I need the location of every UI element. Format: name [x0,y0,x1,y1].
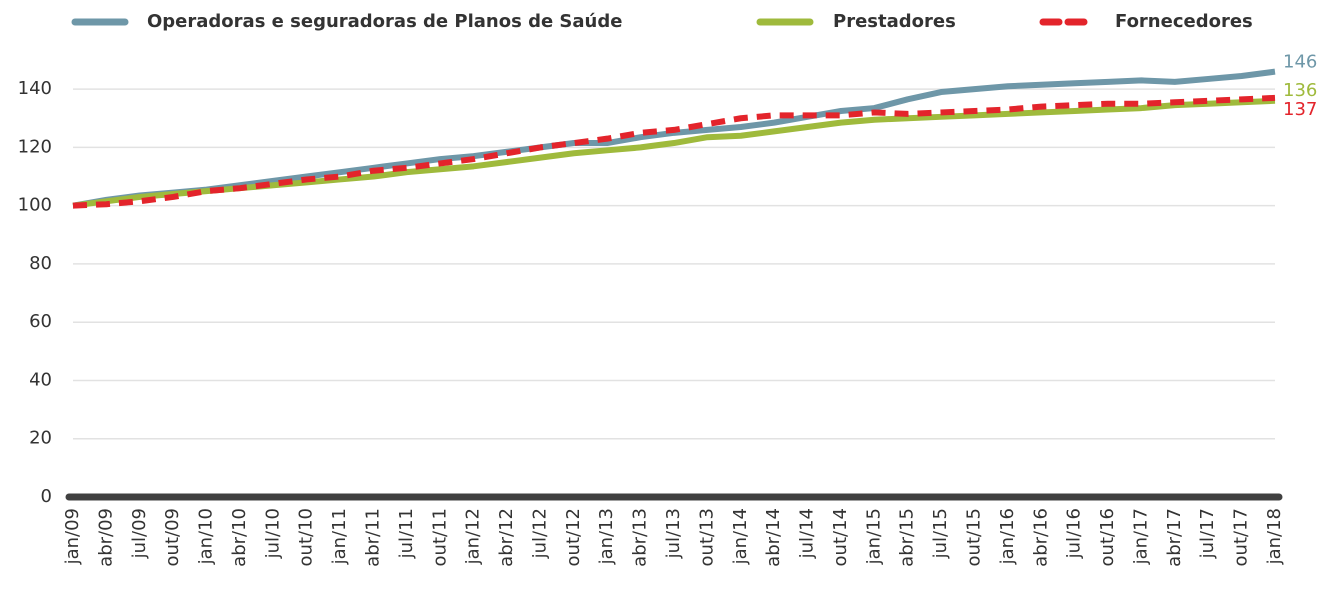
x-tick-label: out/15 [964,508,985,566]
x-tick-label: out/13 [696,508,717,566]
series-line [72,97,1276,209]
y-tick-label: 0 [41,486,52,507]
x-tick-label: out/16 [1097,508,1118,566]
y-tick-label: 20 [29,428,52,449]
x-tick-label: out/10 [296,508,317,566]
legend-label: Prestadores [833,11,956,32]
x-tick-label: jan/14 [730,508,751,565]
x-tick-label: jan/09 [62,508,83,565]
x-tick-label: jul/15 [930,508,951,559]
x-tick-label: out/11 [429,508,450,566]
x-tick-label: abr/15 [897,508,918,567]
x-tick-label: abr/11 [363,508,384,567]
x-tick-label: abr/09 [95,508,116,567]
legend-label: Operadoras e seguradoras de Planos de Sa… [147,11,622,32]
x-tick-label: jan/18 [1264,508,1285,565]
x-tick-label: abr/13 [630,508,651,567]
x-tick-label: abr/10 [229,508,250,567]
x-tick-label: jul/13 [663,508,684,559]
end-label: 136 [1283,80,1317,101]
x-tick-label: out/17 [1231,508,1252,566]
x-tick-label: jul/12 [529,508,550,559]
y-tick-label: 120 [18,136,52,157]
x-tick-label: jul/17 [1197,508,1218,559]
x-tick-label: jul/11 [396,508,417,559]
y-tick-label: 140 [18,78,52,99]
x-tick-label: abr/17 [1164,508,1185,567]
x-tick-label: jan/16 [997,508,1018,565]
x-tick-label: jan/10 [196,508,217,565]
x-tick-label: jul/16 [1064,508,1085,559]
x-tick-label: jan/12 [463,508,484,565]
x-tick-label: jul/14 [797,508,818,559]
end-label: 146 [1283,52,1317,73]
x-tick-label: jan/13 [596,508,617,565]
x-tick-label: abr/16 [1030,508,1051,567]
series-line [72,94,1276,209]
x-tick-label: out/14 [830,508,851,566]
x-tick-label: jan/17 [1130,508,1151,565]
x-tick-label: jan/15 [863,508,884,565]
x-tick-label: abr/12 [496,508,517,567]
x-tick-label: out/12 [563,508,584,566]
y-tick-label: 40 [29,369,52,390]
x-tick-label: jul/10 [262,508,283,559]
y-tick-label: 80 [29,253,52,274]
x-tick-label: abr/14 [763,508,784,567]
x-tick-label: out/09 [162,508,183,566]
x-tick-label: jan/11 [329,508,350,565]
y-tick-label: 60 [29,311,52,332]
x-tick-label: jul/09 [129,508,150,559]
end-label: 137 [1283,99,1317,120]
y-tick-label: 100 [18,195,52,216]
legend-label: Fornecedores [1115,11,1253,32]
